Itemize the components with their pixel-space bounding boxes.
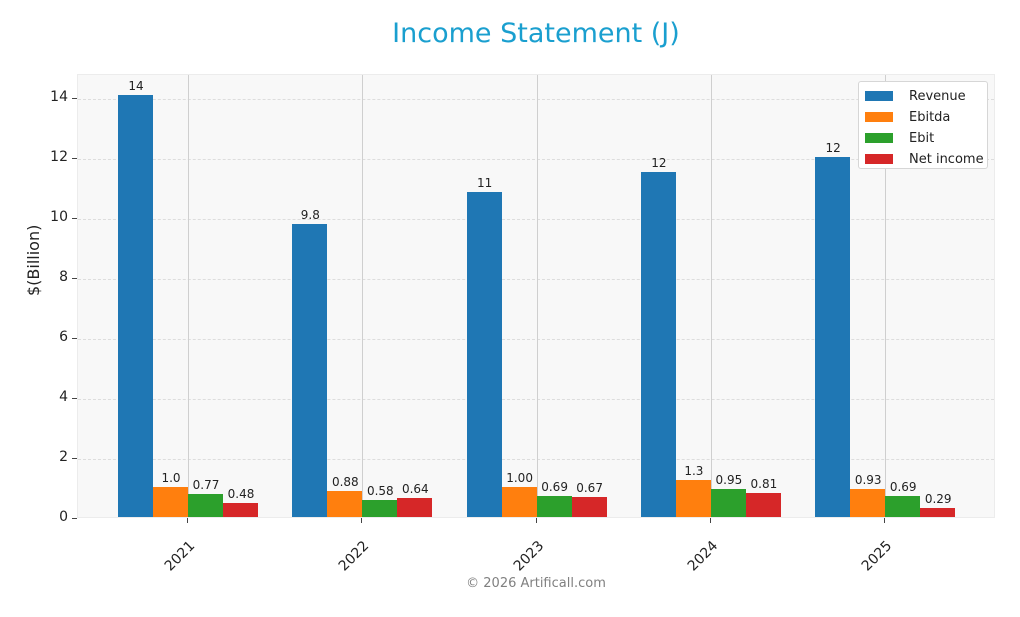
legend-item-net-income: Net income xyxy=(865,150,984,168)
bar-revenue-2023 xyxy=(466,192,502,517)
bar-ebitda-2025 xyxy=(850,489,886,517)
x-tick-mark xyxy=(187,518,188,523)
legend-swatch-net-income xyxy=(865,154,893,164)
bar-value-label: 12 xyxy=(825,141,841,155)
bar-net-income-2022 xyxy=(397,497,433,517)
bar-ebitda-2022 xyxy=(327,490,363,517)
bar-value-label: 0.88 xyxy=(331,474,359,489)
legend-label: Net income xyxy=(909,151,984,167)
bar-ebitda-2024 xyxy=(675,479,711,517)
bar-net-income-2021 xyxy=(223,502,258,517)
bar-value-label: 0.48 xyxy=(227,486,255,501)
v-gridline xyxy=(710,75,712,517)
chart-title: Income Statement (J) xyxy=(392,18,680,49)
h-gridline xyxy=(78,99,994,100)
legend-label: Ebit xyxy=(909,130,935,146)
y-tick-label: 6 xyxy=(59,329,68,345)
bar-net-income-2024 xyxy=(745,492,781,517)
bar-ebitda-2023 xyxy=(501,487,537,517)
y-tick-mark xyxy=(72,158,77,159)
h-gridline xyxy=(78,339,994,340)
y-tick-mark xyxy=(72,458,77,459)
bar-ebit-2024 xyxy=(710,488,746,517)
y-tick-mark xyxy=(72,218,77,219)
h-gridline xyxy=(78,219,994,220)
plot-area: 14 1.0 0.77 0.48 9.8 0.88 0.58 0.64 11 1.00 0.69 0.… xyxy=(77,74,995,518)
bar-ebit-2023 xyxy=(536,496,572,517)
y-tick-label: 0 xyxy=(59,509,68,525)
x-tick-mark xyxy=(884,518,886,523)
bar-value-label: 11 xyxy=(476,176,493,191)
legend-swatch-ebit xyxy=(865,133,893,143)
bar-value-label: 0.81 xyxy=(750,476,778,491)
y-axis-label: $(Billion) xyxy=(24,224,43,296)
bar-value-label: 1.00 xyxy=(506,471,533,485)
y-tick-mark xyxy=(72,398,77,399)
x-tick-mark xyxy=(535,518,537,523)
x-tick-mark xyxy=(709,518,711,523)
bar-ebit-2025 xyxy=(885,496,921,517)
bar-ebit-2021 xyxy=(188,493,223,517)
bar-value-label: 1.0 xyxy=(161,471,181,485)
y-tick-mark xyxy=(72,278,77,279)
bar-value-label: 0.67 xyxy=(576,480,603,495)
bar-revenue-2025 xyxy=(815,157,851,517)
bar-net-income-2025 xyxy=(920,508,956,517)
y-tick-mark xyxy=(72,338,77,339)
bar-value-label: 0.93 xyxy=(854,473,882,488)
legend-swatch-revenue xyxy=(865,91,893,101)
v-gridline xyxy=(362,75,364,517)
y-tick-label: 14 xyxy=(50,89,68,105)
bar-revenue-2022 xyxy=(292,223,328,517)
legend-item-ebit: Ebit xyxy=(865,129,934,147)
bar-value-label: 0.95 xyxy=(715,472,743,487)
bar-value-label: 0.58 xyxy=(366,483,394,498)
y-tick-mark xyxy=(72,98,77,99)
bar-net-income-2023 xyxy=(571,496,607,517)
y-tick-label: 10 xyxy=(50,209,68,225)
y-tick-label: 12 xyxy=(50,149,68,165)
bar-ebit-2022 xyxy=(362,499,398,517)
bar-value-label: 1.3 xyxy=(684,463,704,478)
bar-value-label: 0.69 xyxy=(889,480,917,495)
y-tick-label: 8 xyxy=(59,269,68,285)
bar-revenue-2021 xyxy=(118,94,153,517)
bar-ebitda-2021 xyxy=(153,487,188,517)
bar-revenue-2024 xyxy=(640,172,676,517)
legend-label: Revenue xyxy=(909,88,966,104)
legend-label: Ebitda xyxy=(909,109,951,125)
copyright-footer: © 2026 Artificall.com xyxy=(466,576,606,591)
bar-value-label: 0.29 xyxy=(924,492,952,507)
legend-item-revenue: Revenue xyxy=(865,87,966,105)
y-tick-mark xyxy=(72,518,77,519)
v-gridline xyxy=(536,75,538,517)
h-gridline xyxy=(78,399,994,400)
bar-value-label: 14 xyxy=(128,78,144,93)
bar-value-label: 0.69 xyxy=(541,480,568,495)
v-gridline xyxy=(188,75,189,517)
bar-value-label: 12 xyxy=(651,156,667,170)
y-tick-label: 4 xyxy=(59,389,68,405)
bar-value-label: 9.8 xyxy=(300,207,320,222)
legend-item-ebitda: Ebitda xyxy=(865,108,950,126)
legend-swatch-ebitda xyxy=(865,112,893,122)
h-gridline xyxy=(78,279,994,280)
v-gridline xyxy=(885,75,887,517)
h-gridline xyxy=(78,459,994,460)
y-tick-label: 2 xyxy=(59,449,68,465)
x-tick-mark xyxy=(361,518,363,523)
bar-value-label: 0.77 xyxy=(192,477,220,492)
bar-value-label: 0.64 xyxy=(401,481,429,496)
h-gridline xyxy=(78,159,994,160)
legend: Revenue Ebitda Ebit Net income xyxy=(858,81,988,169)
